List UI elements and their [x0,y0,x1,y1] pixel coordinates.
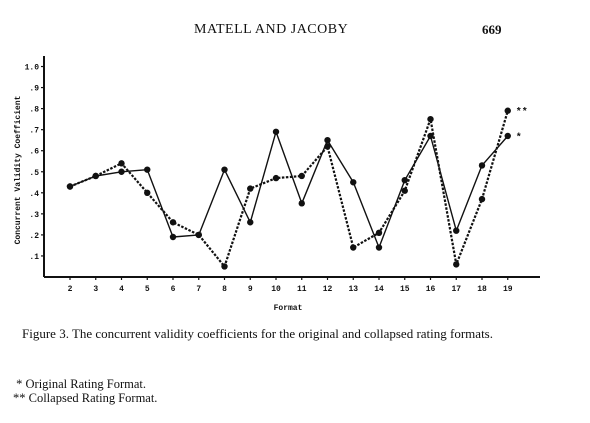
y-axis-label: Concurrent Validity Coefficient [14,95,23,244]
x-tick-label: 3 [93,285,98,294]
x-tick-label: 11 [297,285,307,294]
x-tick-label: 14 [374,285,384,294]
x-tick-label: 2 [68,285,73,294]
data-point [66,183,74,190]
series-2: ** [66,107,528,270]
data-point [247,185,254,192]
series-1: * [66,128,522,251]
data-point [272,174,280,182]
data-point [221,166,228,173]
x-tick-label: 9 [248,285,253,294]
data-point [195,231,202,239]
x-axis-ticks: 2 3 4 5 6 7 8 9 10 11 12 13 14 15 16 17 18 19 [68,277,513,294]
y-tick-label: .7 [29,127,39,136]
series-layer: *** [66,107,528,270]
data-point [478,195,486,203]
data-point [324,143,331,150]
note-original: * Original Rating Format. [13,377,146,391]
page-header: MATELL AND JACOBY 669 [0,22,590,42]
figure-caption: Figure 3. The concurrent validity coeffi… [22,326,493,341]
data-point [324,136,331,144]
data-point [453,227,460,234]
data-point [118,168,125,175]
data-point [144,166,151,173]
y-tick-label: .9 [29,85,39,94]
x-tick-label: 7 [196,285,201,294]
y-tick-label: 1.0 [25,64,40,73]
data-point [375,229,383,236]
x-tick-label: 12 [323,285,333,294]
data-point [504,132,511,140]
x-tick-label: 8 [222,285,227,294]
data-point [221,263,228,270]
data-point [92,172,99,180]
data-point [401,187,408,194]
series-line [69,131,509,249]
y-tick-label: .2 [29,232,39,241]
series-marker-label: ** [516,107,528,119]
legend-notes: * Original Rating Format. ** Collapsed R… [13,377,157,405]
data-point [144,189,151,197]
data-point [453,261,460,268]
x-tick-label: 15 [400,285,410,294]
data-point [298,200,305,207]
data-point [169,219,177,226]
y-tick-label: .8 [29,106,39,115]
validity-line-chart: .1 .2 .3 .4 .5 .6 .7 .8 .9 1.0 2 3 4 5 6 7 8 9 10 11 12 13 14… [14,56,540,313]
x-tick-label: 10 [271,285,281,294]
y-axis-ticks: .1 .2 .3 .4 .5 .6 .7 .8 .9 1.0 [25,64,44,262]
x-tick-label: 19 [503,285,513,294]
data-point [247,219,254,226]
data-point [401,176,408,184]
data-point [272,128,280,135]
chart-axes [43,56,540,278]
data-point [478,162,486,169]
x-tick-label: 6 [171,285,176,294]
data-point [169,233,177,241]
data-point [350,244,357,251]
data-point [427,115,434,123]
data-point [118,160,125,167]
series-marker-label: * [516,132,522,144]
x-tick-label: 4 [119,285,124,294]
running-head: MATELL AND JACOBY [194,22,349,37]
page-number: 669 [482,22,502,37]
x-tick-label: 13 [348,285,358,294]
series-line [69,110,509,268]
x-tick-label: 18 [477,285,487,294]
data-point [350,179,357,186]
data-point [375,244,383,251]
x-axis-label: Format [274,304,303,313]
y-tick-label: .6 [29,148,39,157]
data-point [298,172,305,180]
data-point [504,107,511,114]
y-tick-label: .4 [29,190,39,199]
y-tick-label: .3 [29,211,39,220]
y-tick-label: .5 [29,169,39,178]
y-tick-label: .1 [29,253,39,262]
x-tick-label: 17 [451,285,461,294]
x-tick-label: 16 [426,285,436,294]
x-tick-label: 5 [145,285,150,294]
note-collapsed: ** Collapsed Rating Format. [13,391,158,405]
